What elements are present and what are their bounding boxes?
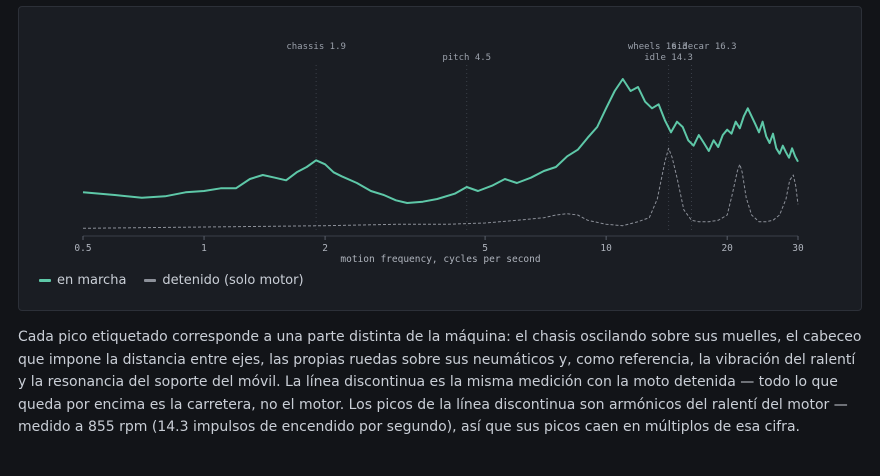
annotation-label-2: wheels 16.3 [628, 42, 688, 52]
chart-card: chassis 1.9 pitch 4.5 wheels 16.3 idle 14.3… [18, 6, 862, 311]
annotation-label-1: pitch 4.5 [442, 53, 491, 63]
x-axis-label: motion frequency, cycles per second [340, 254, 540, 265]
annotation-label-0: chassis 1.9 [286, 42, 346, 52]
x-tick-label-2: 2 [322, 243, 328, 254]
annotation-label-3: idle 14.3 [644, 53, 693, 63]
legend-label-detenido: detenido (solo motor) [162, 273, 304, 288]
legend-item-en-marcha[interactable]: en marcha [39, 273, 126, 288]
legend-item-detenido[interactable]: detenido (solo motor) [144, 273, 304, 288]
annotation-label-4: sidecar 16.3 [671, 42, 736, 52]
x-tick-label-1: 1 [201, 243, 207, 254]
legend-swatch-en-marcha [39, 279, 51, 282]
legend-swatch-detenido [144, 279, 157, 282]
chart-caption: Cada pico etiquetado corresponde a una p… [18, 329, 862, 435]
x-tick-label-4: 10 [600, 243, 612, 254]
series-line-detenido [82, 147, 799, 229]
series-line-en-marcha [82, 78, 799, 204]
legend: en marcha detenido (solo motor) [39, 273, 304, 288]
x-tick-label-3: 5 [482, 243, 488, 254]
legend-label-en-marcha: en marcha [57, 273, 127, 288]
x-tick-label-6: 30 [792, 243, 804, 254]
x-tick-label-5: 20 [721, 243, 733, 254]
x-tick-label-0: 0.5 [74, 243, 91, 254]
